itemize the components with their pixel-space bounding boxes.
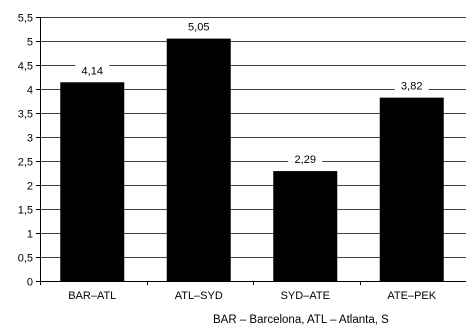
data-label-background (288, 152, 323, 167)
y-tick-label: 4,5 (18, 61, 33, 73)
y-tick-label: 1,5 (18, 205, 33, 217)
data-label-background (181, 19, 216, 34)
x-tick-label: ATE–PEK (387, 290, 436, 302)
y-tick-label: 3,5 (18, 109, 33, 121)
data-label-background (394, 78, 429, 93)
x-tick-label: SYD–ATE (281, 290, 330, 302)
y-tick-label: 2,5 (18, 157, 33, 169)
y-axis: 0 0,5 1 1,5 2 2,5 3 3,5 4 4,5 5 5,5 (18, 13, 41, 289)
footnote-legend: BAR – Barcelona, ATL – Atlanta, S (213, 314, 389, 326)
x-tick-label: ATL–SYD (175, 290, 223, 302)
y-tick-label: 5 (27, 37, 33, 49)
y-tick-label: 0,5 (18, 253, 33, 265)
data-label: 2,29 (295, 154, 316, 166)
bar (166, 38, 231, 281)
bar (60, 82, 125, 281)
data-label: 5,05 (188, 22, 209, 34)
y-tick-label: 2 (27, 181, 33, 193)
y-tick-label: 4 (27, 85, 33, 97)
y-tick-label: 0 (27, 277, 33, 289)
bar (379, 97, 444, 281)
data-label: 3,82 (401, 81, 422, 93)
y-tick-label: 5,5 (18, 13, 33, 25)
bars: 4,14 5,05 2,29 3,82 (60, 19, 444, 281)
x-tick-label: BAR–ATL (68, 290, 116, 302)
data-label: 4,14 (82, 65, 103, 77)
y-tick-label: 1 (27, 229, 33, 241)
data-label-background (75, 63, 110, 78)
x-axis: BAR–ATL ATL–SYD SYD–ATE ATE–PEK (40, 281, 466, 302)
bar (273, 171, 338, 281)
y-tick-label: 3 (27, 133, 33, 145)
